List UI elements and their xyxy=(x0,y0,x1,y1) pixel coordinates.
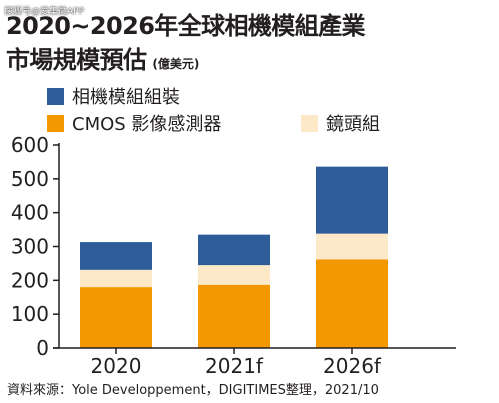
y-axis-tick-label: 600 xyxy=(11,133,49,157)
bar-2021f-lens xyxy=(198,265,270,285)
chart-title-line-1: 2020~2026年全球相機模組產業 xyxy=(6,12,366,40)
legend-swatch-camera-module-assembly xyxy=(47,87,64,105)
y-axis-tick-label: 400 xyxy=(11,201,49,225)
y-axis-tick-label: 300 xyxy=(11,235,49,259)
legend-label-cmos-image-sensor: CMOS 影像感測器 xyxy=(72,114,222,135)
watermark: 搜狐号@爱集微APP xyxy=(4,7,85,17)
bar-2020-assembly xyxy=(80,242,152,270)
bar-2026f-assembly xyxy=(316,166,388,234)
source-note: 資料來源：Yole Developpement，DIGITIMES整理，2021… xyxy=(7,383,379,398)
legend-label-lens-module: 鏡頭組 xyxy=(326,114,380,135)
bar-2020-lens xyxy=(80,269,152,288)
bar-2026f-cmos xyxy=(316,259,388,348)
chart-unit: (億美元) xyxy=(152,57,200,71)
legend-item-camera-module-assembly: 相機模組組裝 xyxy=(47,83,180,109)
y-axis-tick-label: 500 xyxy=(11,167,49,191)
chart-title-main: 市場規模預估 xyxy=(6,46,147,74)
y-axis-tick-label: 200 xyxy=(11,268,49,292)
bar-2021f-cmos xyxy=(198,284,270,348)
legend-label-camera-module-assembly: 相機模組組裝 xyxy=(72,87,180,108)
x-axis-tick-label: 2020 xyxy=(91,354,142,378)
y-axis-tick-label: 0 xyxy=(36,336,49,360)
legend-swatch-cmos-image-sensor xyxy=(47,114,64,132)
y-axis-tick-label: 100 xyxy=(11,302,49,326)
legend-swatch-lens-module xyxy=(301,114,318,132)
x-axis-tick-label: 2021f xyxy=(205,354,264,378)
bar-2021f-assembly xyxy=(198,234,270,266)
bar-2026f-lens xyxy=(316,233,388,260)
chart-legend: 相機模組組裝 CMOS 影像感測器 鏡頭組 xyxy=(47,83,467,135)
x-axis-tick-label: 2026f xyxy=(323,354,382,378)
bar-2020-cmos xyxy=(80,287,152,348)
chart-title-line-2: 市場規模預估 (億美元) xyxy=(6,40,199,75)
legend-item-cmos-image-sensor: CMOS 影像感測器 xyxy=(47,110,221,136)
legend-item-lens-module: 鏡頭組 xyxy=(301,110,380,136)
